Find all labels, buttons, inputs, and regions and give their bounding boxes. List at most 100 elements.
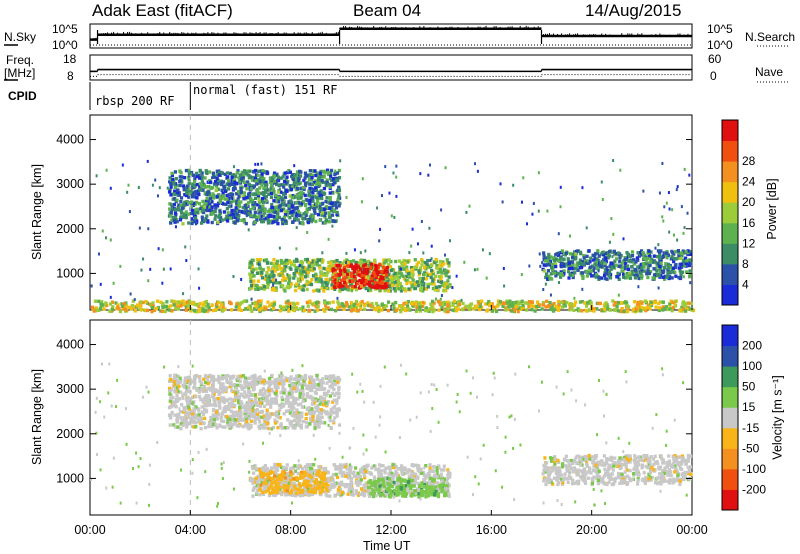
velocity-cell — [329, 475, 333, 480]
power-cell — [565, 300, 569, 305]
power-cell — [666, 253, 671, 257]
power-cell — [252, 274, 256, 278]
power-cell — [189, 207, 193, 211]
power-cell — [558, 281, 561, 285]
power-cell — [285, 170, 289, 175]
velocity-cell — [296, 465, 300, 470]
velocity-cell — [262, 487, 267, 491]
power-cell — [139, 304, 143, 308]
power-cell — [320, 271, 324, 275]
power-cell — [275, 219, 278, 223]
power-cell — [607, 273, 611, 278]
power-cell — [614, 263, 618, 267]
velocity-cell — [333, 493, 337, 497]
power-cell — [266, 218, 270, 222]
power-cell — [424, 277, 429, 281]
power-cell — [272, 283, 275, 287]
power-cell — [314, 173, 318, 178]
power-cell — [189, 189, 193, 193]
velocity-cell — [281, 475, 285, 479]
power-cell — [343, 268, 347, 272]
power-cell — [333, 219, 337, 224]
velocity-cell — [386, 478, 390, 483]
power-cell — [301, 288, 305, 292]
power-cell — [239, 308, 244, 312]
power-cell — [487, 299, 491, 304]
power-cell — [326, 281, 330, 286]
power-cell — [192, 201, 196, 205]
power-cell — [303, 193, 307, 198]
power-cell — [619, 168, 622, 172]
power-cell — [393, 271, 397, 276]
velocity-cell — [310, 490, 314, 494]
power-cell — [501, 304, 505, 309]
power-cell — [97, 308, 101, 312]
power-cell — [684, 301, 688, 306]
power-cell — [285, 285, 289, 289]
power-cell — [254, 304, 258, 309]
power-cell — [184, 308, 188, 312]
power-cell — [256, 203, 260, 207]
power-cell — [305, 259, 310, 264]
power-cell — [557, 232, 560, 236]
power-cells — [90, 159, 696, 314]
power-cell — [235, 302, 239, 306]
power-cell — [286, 299, 290, 303]
power-cell — [667, 276, 671, 281]
power-cell — [547, 252, 551, 257]
power-cell — [520, 273, 523, 277]
power-cell — [430, 244, 433, 248]
power-cell — [256, 193, 260, 198]
power-cell — [614, 257, 619, 261]
power-cell — [554, 274, 558, 278]
power-cell — [593, 254, 597, 258]
power-cell — [246, 173, 250, 177]
power-cell — [319, 258, 323, 263]
power-cell — [98, 306, 103, 311]
velocity-cell — [277, 480, 282, 484]
power-cell — [597, 276, 601, 280]
power-cell — [329, 174, 333, 179]
power-cell — [639, 309, 643, 313]
power-cell — [317, 190, 321, 195]
power-cell — [463, 260, 466, 264]
power-cell — [567, 261, 571, 266]
power-cell — [688, 173, 691, 177]
power-cell — [173, 170, 178, 174]
power-cell — [216, 201, 221, 205]
power-cell — [186, 189, 191, 193]
power-cell — [190, 221, 194, 226]
power-cell — [231, 212, 235, 216]
power-cell — [299, 186, 303, 191]
power-cell — [473, 162, 476, 166]
power-cell — [617, 277, 621, 282]
power-cell — [272, 302, 276, 306]
power-cell — [576, 268, 580, 272]
power-cell — [549, 272, 553, 276]
power-cell — [657, 286, 660, 290]
power-cell — [431, 272, 435, 276]
power-cell — [508, 299, 512, 303]
power-cell — [419, 288, 423, 292]
power-cell — [668, 307, 672, 311]
power-cell — [286, 275, 290, 280]
power-cell — [247, 192, 251, 196]
power-cell — [573, 271, 577, 275]
power-cell — [311, 196, 315, 200]
power-cell — [354, 266, 358, 270]
power-cell — [97, 299, 101, 304]
power-cell — [385, 270, 389, 274]
power-cell — [657, 256, 662, 260]
velocity-cell — [313, 468, 318, 473]
power-cell — [213, 182, 217, 186]
power-cell — [424, 272, 428, 277]
power-cell — [284, 221, 288, 225]
power-cell — [566, 264, 571, 268]
power-cell — [634, 268, 638, 272]
power-cell — [320, 280, 324, 284]
power-cell — [199, 187, 203, 191]
power-cell — [376, 283, 380, 288]
power-cell — [574, 266, 578, 271]
power-cell — [249, 275, 253, 280]
velocity-cell — [284, 466, 289, 471]
